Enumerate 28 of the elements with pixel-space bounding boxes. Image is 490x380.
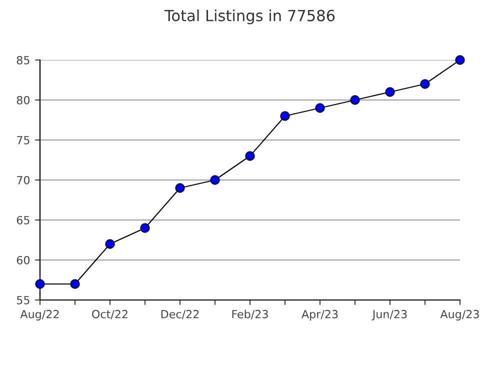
point [455,55,465,65]
point [350,95,360,105]
y-tick-label: 85 [16,56,30,64]
point [140,223,150,233]
y-tick-label: 80 [16,96,30,104]
y-tick-label: 70 [17,176,30,184]
point [35,279,45,289]
x-tick-label: Aug/23 [440,310,479,320]
point [175,183,185,193]
y-tick-label: 65 [16,216,30,224]
x-tick-label: Oct/22 [92,310,128,320]
x-tick-label: Dec/22 [161,310,199,320]
point [245,151,255,161]
point [280,111,290,121]
point [385,87,395,97]
y-tick-label: 60 [16,256,30,264]
point [420,79,430,89]
point [105,239,115,249]
point [70,279,80,289]
x-tick-label: Aug/22 [20,310,59,320]
x-tick-label: Jun/23 [372,310,407,320]
x-tick-label: Feb/23 [232,310,268,320]
chart-title: Total Listings in 77586 [164,10,335,24]
point [315,103,325,113]
point [210,175,220,185]
x-tick-label: Apr/23 [302,310,338,320]
y-tick-label: 55 [16,296,30,304]
y-tick-label: 75 [17,136,30,144]
